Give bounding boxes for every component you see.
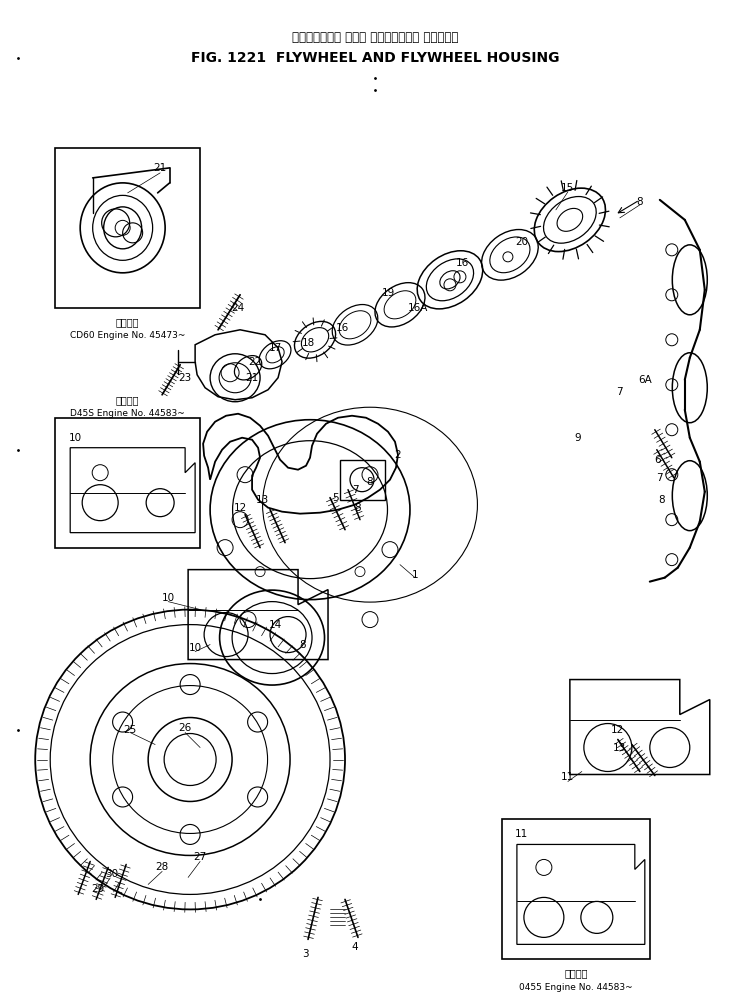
Text: 9: 9: [575, 433, 581, 443]
Text: 16: 16: [335, 323, 349, 333]
Text: 1: 1: [412, 570, 419, 580]
Bar: [55, 418, 200, 548]
Bar: [55, 148, 200, 308]
Text: 16A: 16A: [408, 303, 428, 313]
Text: 7: 7: [657, 473, 663, 483]
Text: 18: 18: [301, 338, 315, 348]
Text: D45S Engine No. 44583~: D45S Engine No. 44583~: [70, 409, 185, 418]
Text: 12: 12: [611, 725, 624, 735]
Text: 26: 26: [178, 723, 192, 733]
Text: 27: 27: [194, 852, 207, 863]
Text: 8: 8: [367, 477, 374, 487]
Text: 10: 10: [189, 642, 202, 652]
Text: 25: 25: [124, 725, 137, 735]
Text: 23: 23: [178, 372, 192, 382]
Text: 4: 4: [352, 942, 358, 952]
Text: フライホイール および フライホイール ハウジング: フライホイール および フライホイール ハウジング: [292, 32, 458, 45]
Text: 5: 5: [332, 493, 338, 502]
Text: 20: 20: [515, 237, 528, 247]
Text: 13: 13: [256, 495, 269, 504]
Text: 8: 8: [354, 502, 361, 512]
Text: 13: 13: [613, 743, 626, 753]
Text: 15: 15: [562, 183, 575, 193]
Text: 17: 17: [268, 343, 282, 353]
Text: 14: 14: [268, 620, 282, 630]
Text: 適用号筆: 適用号筆: [116, 395, 139, 405]
Text: 6A: 6A: [638, 374, 652, 384]
Text: 8: 8: [658, 495, 665, 504]
Text: 21: 21: [245, 372, 259, 382]
Text: 0455 Engine No. 44583~: 0455 Engine No. 44583~: [519, 983, 632, 992]
Text: 28: 28: [156, 863, 169, 873]
Text: 29: 29: [91, 885, 105, 895]
Text: 22: 22: [248, 356, 262, 366]
Text: 適用号筆: 適用号筆: [116, 317, 139, 327]
Text: 6: 6: [654, 455, 661, 465]
Text: 8: 8: [300, 639, 307, 649]
Bar: [340, 460, 385, 499]
Text: 7: 7: [617, 386, 624, 397]
Text: 12: 12: [234, 502, 247, 512]
Bar: [502, 819, 650, 959]
Text: 3: 3: [301, 949, 308, 959]
Text: 30: 30: [105, 870, 119, 880]
Text: FIG. 1221  FLYWHEEL AND FLYWHEEL HOUSING: FIG. 1221 FLYWHEEL AND FLYWHEEL HOUSING: [191, 51, 559, 65]
Text: CD60 Engine No. 45473~: CD60 Engine No. 45473~: [70, 332, 185, 341]
Text: 11: 11: [515, 829, 528, 839]
Text: 11: 11: [562, 773, 575, 782]
Text: 8: 8: [637, 197, 643, 207]
Text: 16: 16: [455, 258, 469, 268]
Text: 2: 2: [395, 450, 401, 460]
Text: 10: 10: [161, 593, 175, 603]
Text: 7: 7: [352, 485, 358, 495]
Text: 21: 21: [153, 163, 167, 173]
Text: 適用号筆: 適用号筆: [564, 968, 587, 978]
Text: 19: 19: [381, 288, 394, 298]
Text: 10: 10: [69, 433, 82, 443]
Text: 24: 24: [231, 303, 245, 313]
